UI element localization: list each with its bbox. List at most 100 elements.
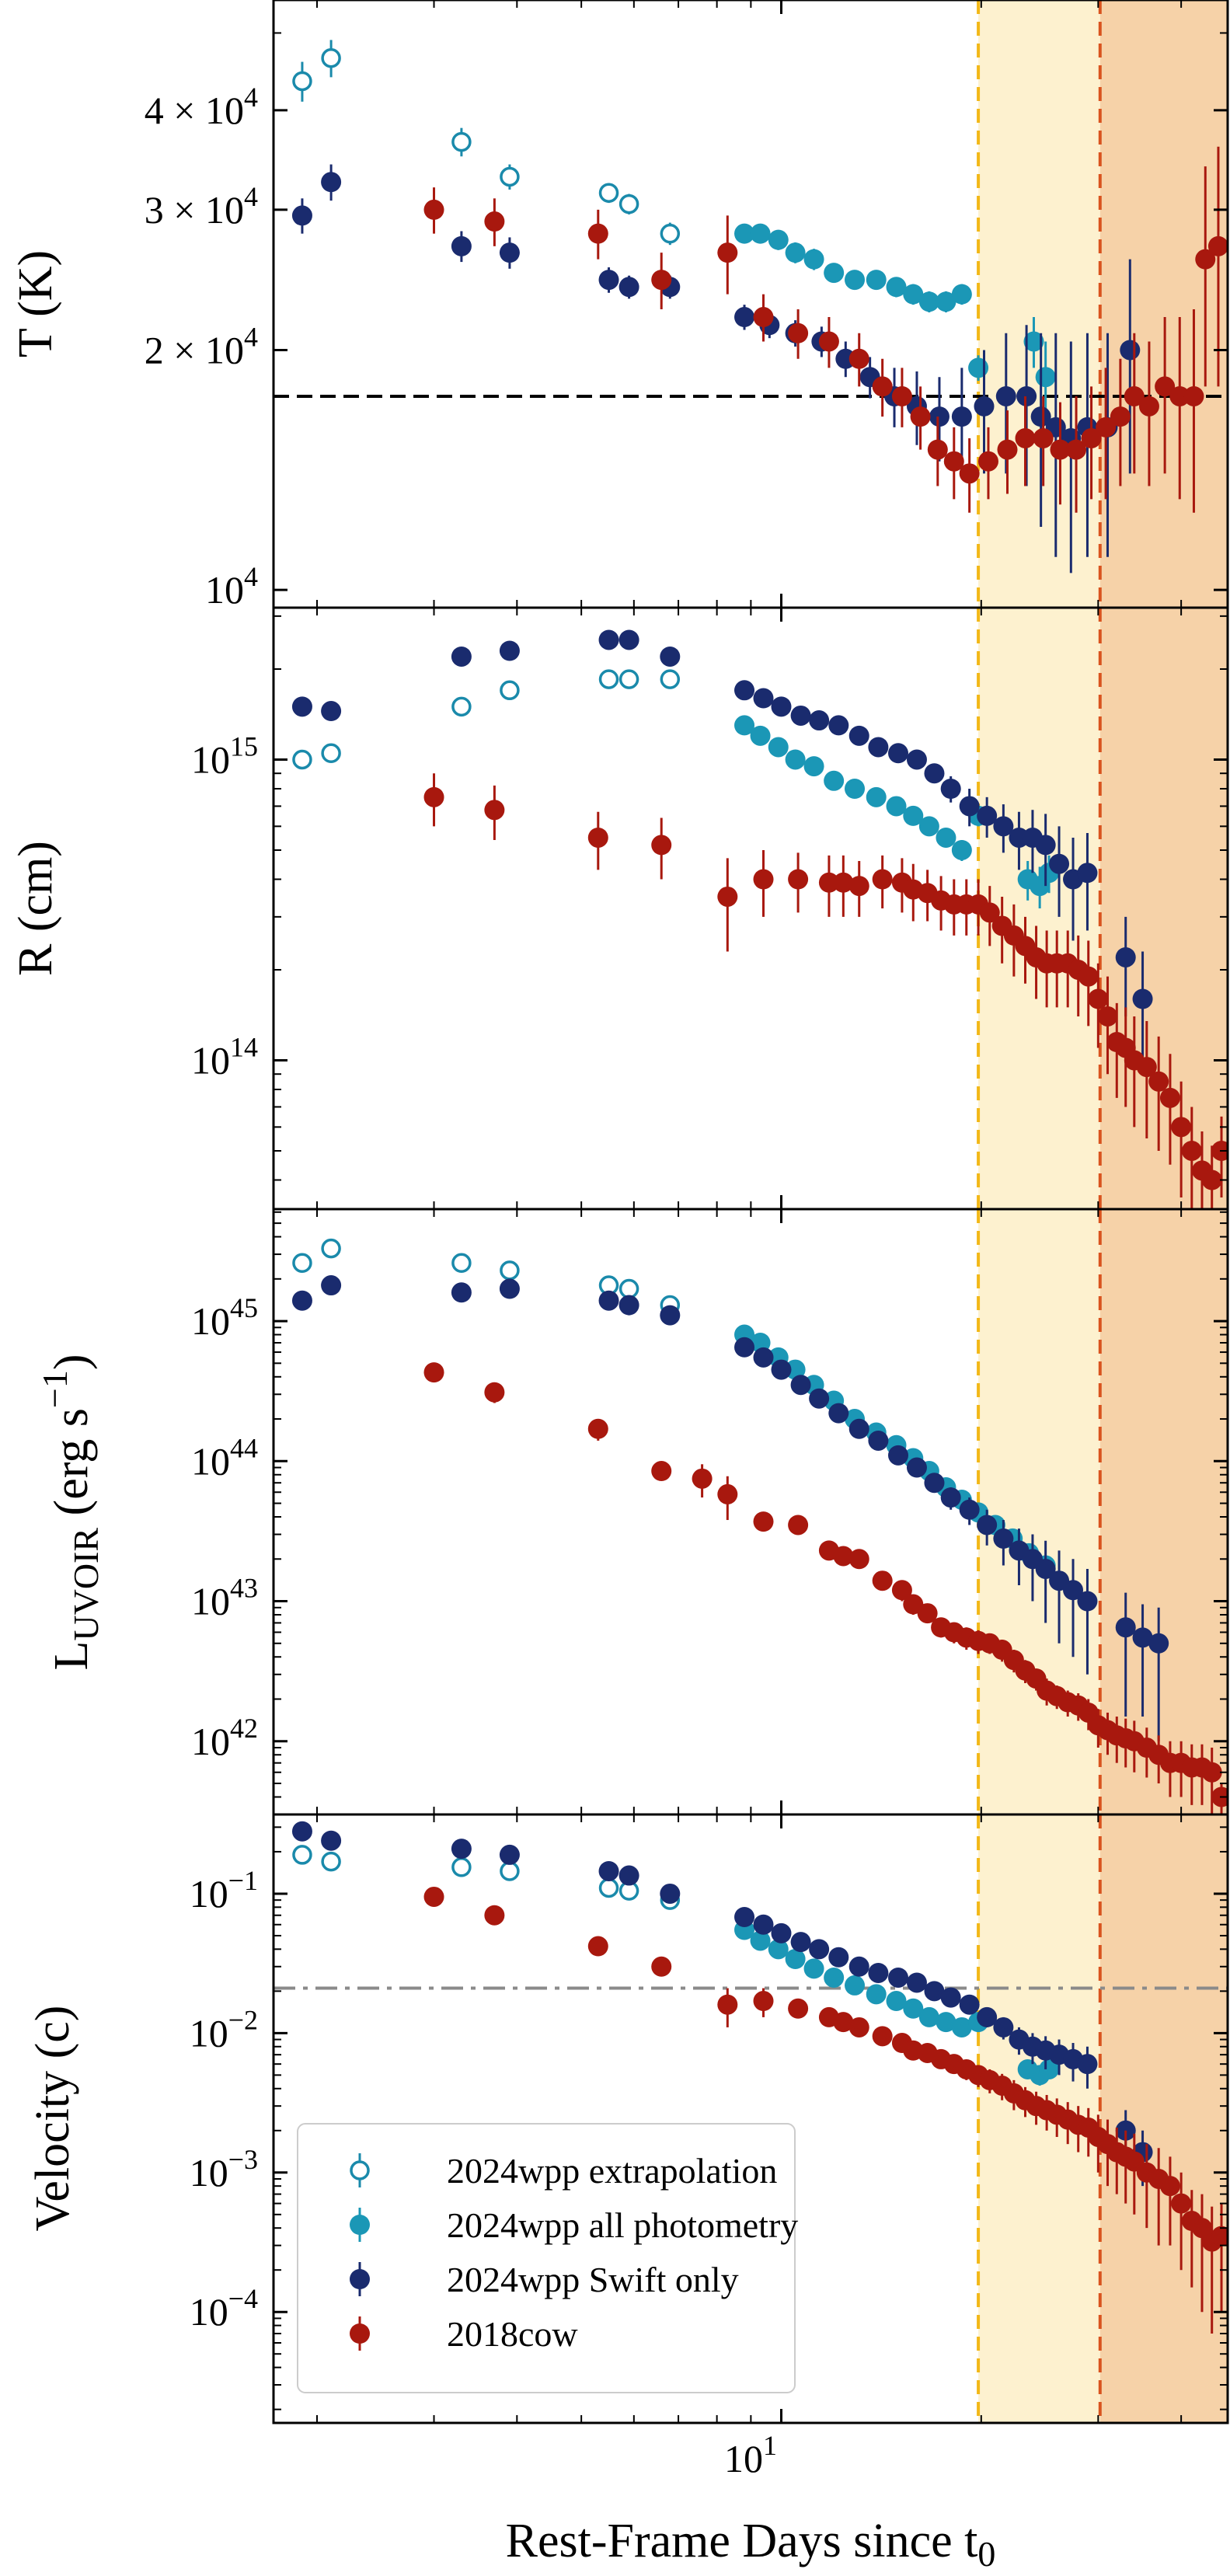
data-point: [936, 827, 956, 848]
data-point: [753, 688, 774, 709]
series-2024wpp-extrapolation: [292, 40, 681, 246]
data-point: [598, 270, 619, 291]
legend-item-swift-only: 2024wpp Swift only: [350, 2260, 739, 2299]
data-point: [660, 646, 681, 667]
data-point: [484, 1382, 505, 1403]
data-point: [1211, 1140, 1228, 1161]
data-point: [968, 357, 989, 378]
data-point: [1035, 367, 1056, 388]
data-point: [618, 669, 639, 689]
data-point: [866, 270, 887, 291]
y-tick-label: 1043: [191, 1573, 258, 1623]
data-point: [660, 1305, 681, 1326]
data-point: [1077, 863, 1098, 884]
data-point: [1155, 376, 1176, 397]
data-point: [750, 1930, 771, 1951]
data-point: [717, 886, 738, 907]
data-point: [717, 1994, 738, 2015]
data-point: [753, 307, 774, 328]
y-tick-label: 1044: [191, 1432, 258, 1483]
data-point: [824, 770, 845, 791]
data-point: [1015, 427, 1036, 448]
data-point: [1132, 988, 1153, 1009]
data-point: [771, 1922, 792, 1943]
data-point: [771, 696, 792, 717]
data-point: [918, 816, 939, 837]
data-point: [618, 277, 639, 298]
data-point: [940, 1487, 961, 1508]
data-point: [848, 725, 869, 746]
data-point: [993, 2017, 1014, 2037]
data-point: [872, 376, 893, 397]
data-point: [828, 715, 849, 736]
data-point: [828, 1947, 849, 1968]
data-point: [1183, 385, 1204, 406]
data-point: [500, 1260, 520, 1281]
data-point: [974, 396, 995, 417]
data-point: [1148, 1633, 1169, 1654]
data-point: [888, 1967, 909, 1988]
data-point: [866, 786, 887, 807]
data-point: [951, 839, 972, 860]
data-point: [651, 270, 672, 291]
phase-region-2: [1099, 0, 1228, 608]
data-point: [803, 249, 824, 270]
data-point: [1120, 340, 1141, 361]
data-point: [484, 800, 505, 821]
data-point: [872, 2026, 893, 2047]
data-point: [1063, 1580, 1084, 1601]
data-point: [959, 463, 980, 484]
data-point: [1035, 835, 1056, 856]
data-point: [587, 1418, 608, 1439]
data-point: [977, 1515, 998, 1535]
data-point: [977, 805, 998, 826]
data-point: [734, 680, 755, 701]
panel-radius: 1014 1015 R (cm): [9, 606, 1229, 1211]
data-point: [451, 131, 472, 152]
data-point: [833, 1546, 854, 1567]
data-point: [903, 805, 924, 826]
data-point: [1078, 966, 1099, 987]
data-point: [587, 827, 608, 848]
data-point: [833, 872, 854, 893]
data-point: [927, 439, 948, 460]
data-point: [1124, 385, 1145, 406]
data-point: [660, 1883, 681, 1904]
data-point: [1201, 1762, 1222, 1783]
data-point: [451, 1253, 472, 1274]
data-point: [790, 1932, 811, 1953]
data-point: [1115, 1617, 1136, 1638]
data-point: [848, 1549, 869, 1570]
data-point: [618, 193, 639, 214]
series-2018cow: [423, 1362, 1228, 1814]
y-tick-label: 104: [205, 561, 258, 612]
data-point: [660, 669, 681, 689]
data-point: [1097, 1006, 1118, 1027]
data-point: [753, 1991, 774, 2012]
data-point: [993, 1528, 1014, 1549]
data-point: [660, 223, 681, 244]
y-tick-label: 1014: [191, 1031, 258, 1082]
data-point: [1181, 1140, 1202, 1161]
data-point: [959, 1994, 980, 2015]
data-point: [587, 1936, 608, 1957]
data-point: [1077, 1591, 1098, 1612]
data-point: [651, 835, 672, 856]
data-point: [1211, 2226, 1228, 2247]
data-point: [886, 796, 907, 817]
y-axis-label-luminosity: LUVOIR (erg s−1): [35, 1354, 106, 1671]
data-point: [618, 629, 639, 650]
data-point: [734, 307, 755, 328]
data-point: [924, 763, 945, 784]
series-2024wpp-swift-only: [291, 1821, 1153, 2187]
legend-label: 2018cow: [447, 2314, 578, 2354]
data-point: [423, 786, 444, 807]
data-point: [803, 756, 824, 777]
y-tick-label: 1042: [191, 1713, 258, 1763]
y-axis-label-radius: R (cm): [9, 841, 62, 976]
legend-marker-open-circle: [350, 2160, 370, 2180]
data-point: [891, 1580, 912, 1601]
legend-marker-filled-circle: [350, 2269, 370, 2289]
data-point: [788, 322, 809, 343]
data-point: [500, 1861, 520, 1881]
